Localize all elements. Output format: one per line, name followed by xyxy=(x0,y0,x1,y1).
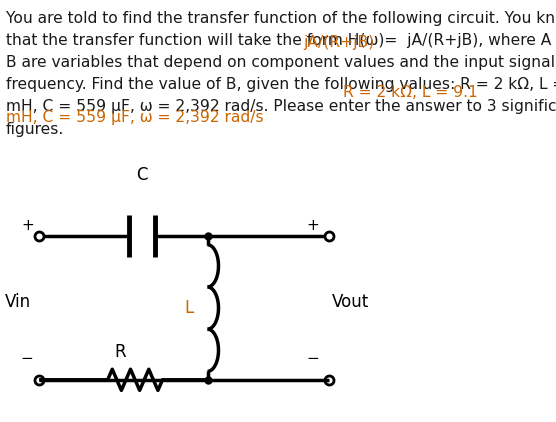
Text: C: C xyxy=(136,165,147,184)
Text: jA/(R+jB): jA/(R+jB) xyxy=(303,35,374,51)
Text: −: − xyxy=(20,351,33,366)
Text: R = 2 kΩ, L = 9.1: R = 2 kΩ, L = 9.1 xyxy=(342,85,477,100)
Text: Vin: Vin xyxy=(4,293,31,311)
Text: −: − xyxy=(307,351,320,366)
Text: R: R xyxy=(115,343,126,361)
Text: L: L xyxy=(185,299,194,317)
Text: +: + xyxy=(22,218,34,233)
Text: Vout: Vout xyxy=(332,293,369,311)
Text: mH, C = 559 μF, ω = 2,392 rad/s: mH, C = 559 μF, ω = 2,392 rad/s xyxy=(6,110,264,125)
Text: +: + xyxy=(307,218,320,233)
Text: You are told to find the transfer function of the following circuit. You know
th: You are told to find the transfer functi… xyxy=(6,11,556,137)
